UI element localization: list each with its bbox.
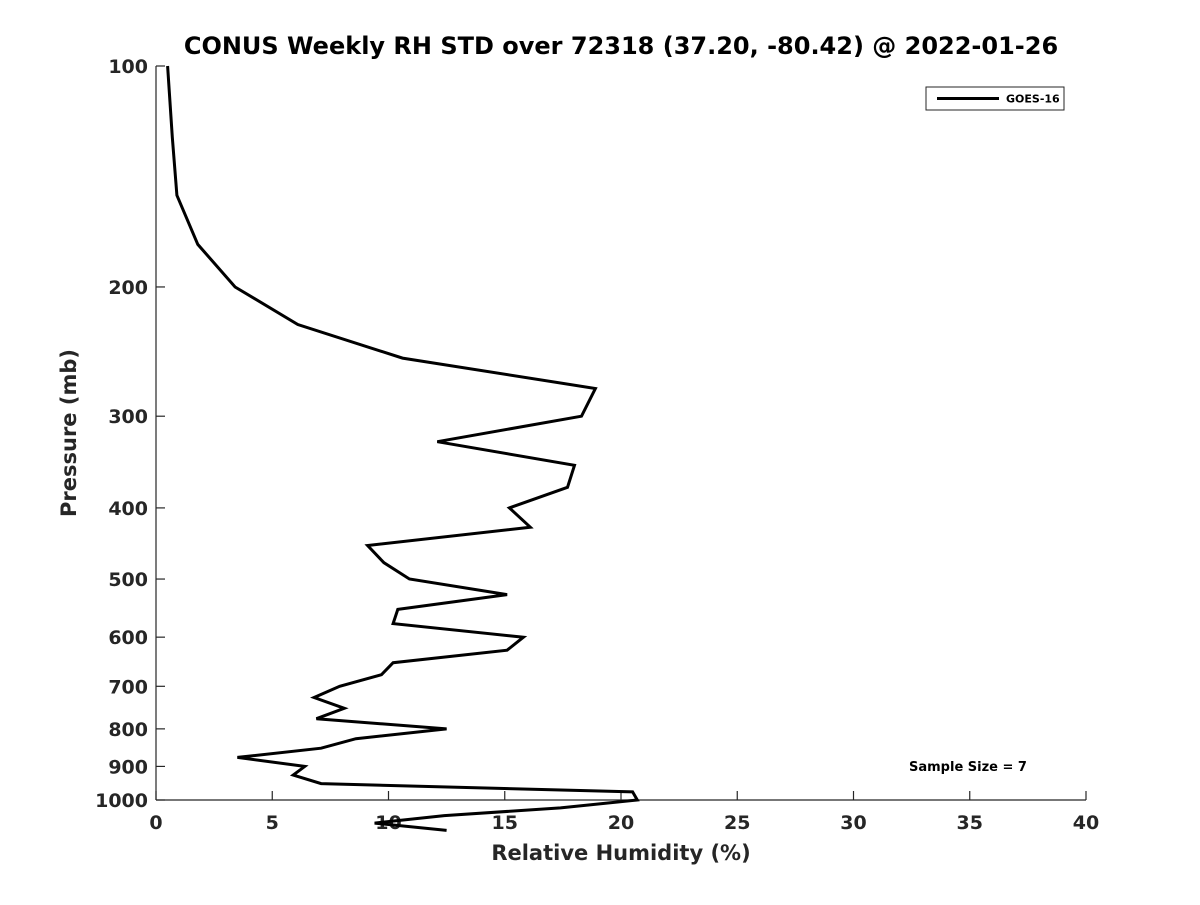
sample-size-annotation: Sample Size = 7	[909, 760, 1027, 775]
chart-title: CONUS Weekly RH STD over 72318 (37.20, -…	[184, 32, 1058, 60]
y-tick-label: 800	[108, 719, 148, 741]
y-tick-label: 500	[108, 569, 148, 591]
y-axis-label: Pressure (mb)	[57, 349, 81, 517]
y-tick-label: 600	[108, 627, 148, 649]
y-tick-label: 200	[108, 277, 148, 299]
x-tick-label: 15	[492, 812, 518, 834]
y-tick-label: 100	[108, 56, 148, 78]
y-ticks: 100 200 300 400 500 600 700 800 900 1000	[95, 56, 165, 812]
x-tick-label: 30	[840, 812, 866, 834]
legend-label-goes-16: GOES-16	[1006, 93, 1060, 106]
x-axis-label: Relative Humidity (%)	[491, 841, 750, 865]
y-tick-label: 900	[108, 756, 148, 778]
x-tick-label: 5	[266, 812, 279, 834]
x-ticks: 0 5 10 15 20 25 30 35 40	[149, 791, 1099, 834]
x-tick-label: 40	[1073, 812, 1099, 834]
x-tick-label: 20	[608, 812, 634, 834]
x-tick-label: 25	[724, 812, 750, 834]
y-tick-label: 400	[108, 498, 148, 520]
y-tick-label: 1000	[95, 790, 148, 812]
plot-area: 0 5 10 15 20 25 30 35 40 10020030040050060070080…	[95, 56, 1099, 834]
series-line-goes-16	[166, 65, 640, 832]
legend: GOES-16	[925, 86, 1065, 111]
x-tick-label: 35	[957, 812, 983, 834]
y-tick-label: 300	[108, 406, 148, 428]
x-tick-label: 0	[149, 812, 162, 834]
y-tick-label: 700	[108, 676, 148, 698]
